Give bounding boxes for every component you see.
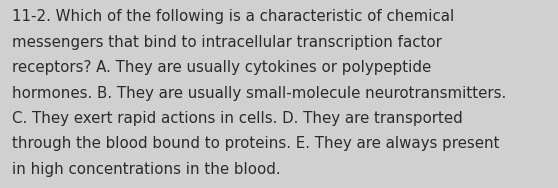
Text: receptors? A. They are usually cytokines or polypeptide: receptors? A. They are usually cytokines…: [12, 60, 431, 75]
Text: C. They exert rapid actions in cells. D. They are transported: C. They exert rapid actions in cells. D.…: [12, 111, 463, 126]
Text: messengers that bind to intracellular transcription factor: messengers that bind to intracellular tr…: [12, 35, 442, 50]
Text: through the blood bound to proteins. E. They are always present: through the blood bound to proteins. E. …: [12, 136, 500, 151]
Text: hormones. B. They are usually small-molecule neurotransmitters.: hormones. B. They are usually small-mole…: [12, 86, 507, 101]
Text: 11-2. Which of the following is a characteristic of chemical: 11-2. Which of the following is a charac…: [12, 9, 455, 24]
Text: in high concentrations in the blood.: in high concentrations in the blood.: [12, 162, 281, 177]
